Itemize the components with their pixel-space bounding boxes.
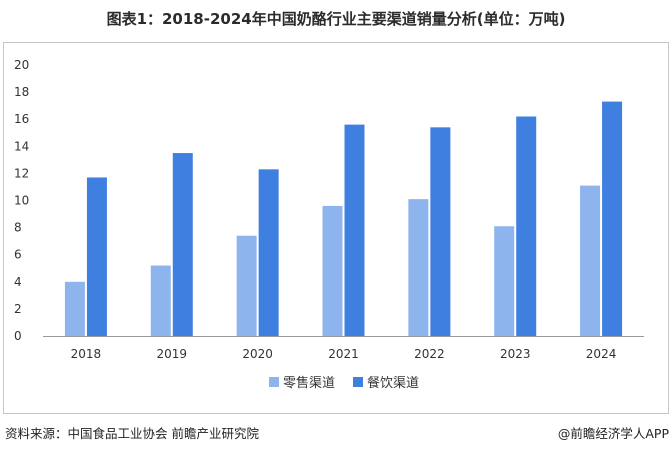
bar-retail-2019 [150,265,171,336]
bar-catering-2022 [430,127,451,336]
y-tick-label: 6 [14,248,22,262]
bar-catering-2020 [258,169,279,336]
chart-frame: 0 2 4 6 8 10 12 14 16 18 20 2018 2019 2020 2021 2022 202… [3,42,669,414]
footer: 资料来源：中国食品工业协会 前瞻产业研究院 @前瞻经济学人APP [3,421,669,443]
legend-label-catering: 餐饮渠道 [367,375,419,391]
y-tick-label: 14 [14,139,29,153]
x-tick-label: 2021 [328,347,359,361]
source-note: 资料来源：中国食品工业协会 前瞻产业研究院 [5,426,259,441]
chart-title: 图表1：2018-2024年中国奶酪行业主要渠道销量分析(单位：万吨) [106,10,566,28]
x-tick-label: 2020 [242,347,273,361]
bar-retail-2022 [408,199,429,336]
bar-chart: 0 2 4 6 8 10 12 14 16 18 20 2018 2019 2020 2021 2022 202… [14,58,644,391]
bar-retail-2021 [322,205,343,336]
legend-swatch-retail [269,377,279,387]
y-tick-label: 8 [14,221,22,235]
bar-catering-2021 [344,124,365,337]
y-tick-label: 0 [14,329,22,343]
legend-swatch-catering [353,377,363,387]
y-tick-label: 12 [14,166,29,180]
bar-retail-2023 [494,226,515,336]
y-tick-label: 18 [14,85,29,99]
y-tick-label: 20 [14,58,29,72]
y-tick-label: 4 [14,275,22,289]
y-tick-label: 2 [14,302,22,316]
brand-credit: @前瞻经济学人APP [557,426,669,441]
x-tick-label: 2024 [586,347,617,361]
bar-retail-2018 [64,281,85,336]
x-tick-label: 2018 [71,347,102,361]
bar-catering-2019 [172,153,193,336]
y-tick-label: 16 [14,112,29,126]
x-tick-label: 2019 [157,347,188,361]
legend-label-retail: 零售渠道 [283,375,335,391]
bar-retail-2020 [236,235,257,336]
bar-catering-2018 [86,177,107,336]
y-tick-label: 10 [14,194,29,208]
x-tick-label: 2023 [500,347,531,361]
bar-catering-2024 [602,101,623,337]
bar-catering-2023 [516,116,537,337]
bar-retail-2024 [580,185,601,336]
x-tick-label: 2022 [414,347,445,361]
